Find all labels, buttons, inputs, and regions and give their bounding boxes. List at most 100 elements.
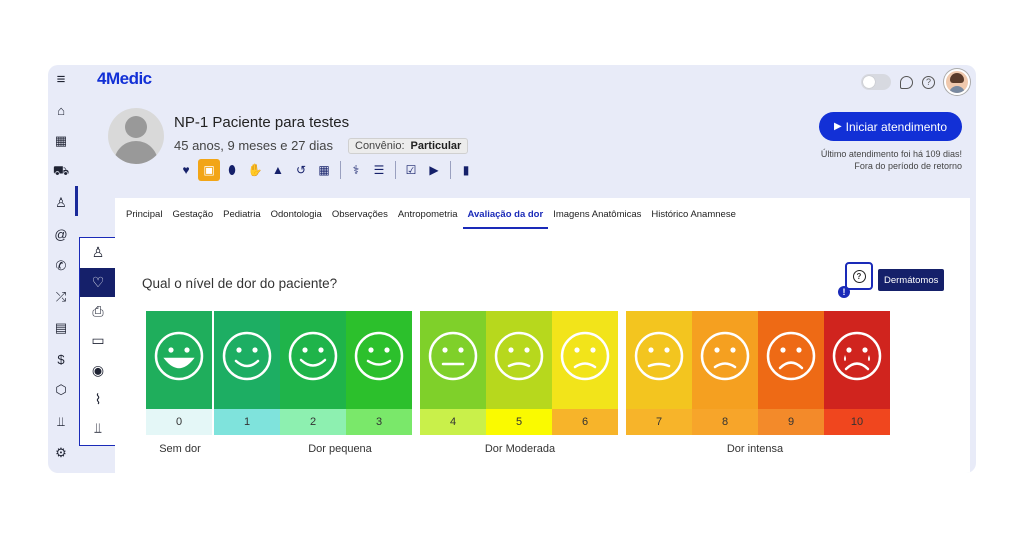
heart-icon[interactable]: ♥ bbox=[182, 163, 190, 177]
tab-item[interactable]: Avaliação da dor bbox=[462, 209, 549, 229]
pain-level-7[interactable]: 7 bbox=[626, 311, 692, 435]
pain-level-10[interactable]: 10 bbox=[824, 311, 890, 435]
toolbar-separator bbox=[340, 161, 341, 179]
face-icon bbox=[560, 331, 610, 381]
pain-level-0[interactable]: 0 bbox=[146, 311, 212, 435]
pain-level-number: 10 bbox=[824, 409, 890, 435]
pain-question: Qual o nível de dor do paciente? bbox=[142, 276, 338, 291]
face-icon bbox=[222, 331, 272, 381]
patient-toolbar: ♥ ▣ ⬮ ✋ ▲ ↺ ▦ ⚕ ☰ ☑ ▶ ▮ bbox=[175, 159, 478, 181]
phone-icon[interactable]: ✆ bbox=[55, 258, 67, 273]
history-icon[interactable]: ↺ bbox=[295, 163, 307, 177]
patient-subpanel: ♙ ♡ ⎙ ▭ ◉ ⌇ ⫫ bbox=[79, 237, 117, 446]
pain-face-box bbox=[214, 311, 280, 409]
tab-item[interactable]: Gestação bbox=[172, 209, 214, 220]
app-logo: 4Medic bbox=[97, 69, 152, 88]
category-dor-intensa: Dor intensa bbox=[726, 443, 784, 455]
cube-icon[interactable]: ⬡ bbox=[55, 382, 67, 397]
warning-icon[interactable]: ▲ bbox=[272, 163, 284, 177]
tab-item[interactable]: Histórico Anamnese bbox=[651, 209, 736, 220]
rail-active-indicator bbox=[75, 186, 78, 216]
pain-level-3[interactable]: 3 bbox=[346, 311, 412, 435]
top-right-controls: ? bbox=[861, 69, 970, 95]
user-icon[interactable]: ♙ bbox=[55, 195, 67, 210]
chart-icon[interactable]: ⫫ bbox=[57, 414, 65, 429]
menu-icon[interactable]: ≡ bbox=[56, 70, 66, 88]
pain-level-9[interactable]: 9 bbox=[758, 311, 824, 435]
pain-level-2[interactable]: 2 bbox=[280, 311, 346, 435]
convenio-badge: Convênio: Particular bbox=[348, 138, 469, 154]
calendar-check-icon[interactable]: ☑ bbox=[405, 163, 417, 177]
pain-level-5[interactable]: 5 bbox=[486, 311, 552, 435]
iniciar-atendimento-button[interactable]: ▶ Iniciar atendimento bbox=[819, 112, 962, 141]
clipboard-icon[interactable]: ▤ bbox=[54, 320, 68, 335]
patient-avatar bbox=[108, 108, 164, 164]
settings-icon[interactable]: ⚙ bbox=[55, 445, 67, 460]
sub-user-icon[interactable]: ♙ bbox=[91, 244, 105, 260]
pain-level-number: 0 bbox=[146, 409, 212, 435]
pain-face-box bbox=[626, 311, 692, 409]
iniciar-atendimento-label: Iniciar atendimento bbox=[845, 119, 948, 134]
pain-face-box bbox=[420, 311, 486, 409]
book-icon[interactable]: ▮ bbox=[462, 163, 470, 177]
help-icon[interactable]: ? bbox=[922, 75, 935, 89]
clipboard-icon[interactable]: ▣ bbox=[198, 159, 220, 181]
dermatomos-button[interactable]: Dermátomos bbox=[878, 269, 945, 291]
sub-chart-icon[interactable]: ⫫ bbox=[94, 420, 102, 436]
left-rail: ≡ ⌂ ▦ ⛟ ♙ @ ✆ ⤮ ▤ $ ⬡ ⫫ ⚙ bbox=[48, 65, 74, 473]
face-icon bbox=[832, 331, 882, 381]
sub-clip-icon[interactable]: ⌇ bbox=[94, 391, 102, 407]
pain-level-1[interactable]: 1 bbox=[214, 311, 280, 435]
patient-name: NP-1 Paciente para testes bbox=[174, 114, 350, 131]
pain-face-box bbox=[824, 311, 890, 409]
sub-print-icon[interactable]: ⎙ bbox=[92, 303, 104, 319]
app-window: ≡ ⌂ ▦ ⛟ ♙ @ ✆ ⤮ ▤ $ ⬡ ⫫ ⚙ ♙ ♡ ⎙ ▭ ◉ ⌇ ⫫ … bbox=[48, 65, 976, 473]
hand-icon[interactable]: ✋ bbox=[247, 163, 263, 177]
face-icon bbox=[700, 331, 750, 381]
pain-level-8[interactable]: 8 bbox=[692, 311, 758, 435]
home-icon[interactable]: ⌂ bbox=[57, 102, 65, 118]
sub-heart-icon[interactable]: ♡ bbox=[80, 268, 116, 297]
sub-camera-icon[interactable]: ◉ bbox=[91, 362, 105, 378]
category-dor-pequena: Dor pequena bbox=[308, 443, 372, 455]
help-circle-icon: ? bbox=[852, 269, 866, 283]
pain-level-number: 1 bbox=[214, 409, 280, 435]
face-icon bbox=[154, 331, 204, 381]
pain-face-box bbox=[146, 311, 212, 409]
sub-folder-icon[interactable]: ▭ bbox=[91, 332, 105, 348]
pill-icon[interactable]: ⬮ bbox=[228, 162, 236, 177]
tab-item[interactable]: Imagens Anatômicas bbox=[553, 209, 642, 220]
stethoscope-icon[interactable]: ⚕ bbox=[352, 163, 360, 177]
category-sem-dor: Sem dor bbox=[159, 443, 201, 455]
at-icon[interactable]: @ bbox=[54, 226, 68, 242]
chat-icon[interactable] bbox=[900, 75, 913, 89]
shuffle-icon[interactable]: ⤮ bbox=[55, 289, 67, 304]
pain-level-4[interactable]: 4 bbox=[420, 311, 486, 435]
convenio-label: Convênio: bbox=[355, 140, 405, 152]
tab-item[interactable]: Odontologia bbox=[270, 209, 322, 220]
pain-face-box bbox=[346, 311, 412, 409]
ultimo-line-1: Último atendimento foi há 109 dias! bbox=[820, 149, 962, 159]
alert-icon: ! bbox=[838, 286, 850, 298]
tab-item[interactable]: Pediatria bbox=[223, 209, 261, 220]
car-icon[interactable]: ⛟ bbox=[52, 163, 70, 178]
ultimo-atendimento-note: Último atendimento foi há 109 dias! Fora… bbox=[821, 148, 962, 172]
table-icon[interactable]: ▦ bbox=[318, 163, 330, 177]
toggle-switch[interactable] bbox=[861, 74, 891, 90]
pain-level-number: 6 bbox=[552, 409, 618, 435]
dollar-icon[interactable]: $ bbox=[57, 351, 65, 367]
category-dor-moderada: Dor Moderada bbox=[484, 443, 556, 455]
tab-item[interactable]: Observações bbox=[331, 209, 388, 220]
pain-help-button[interactable]: ? bbox=[845, 262, 873, 290]
tab-item[interactable]: Antropometria bbox=[397, 209, 458, 220]
pain-level-number: 2 bbox=[280, 409, 346, 435]
face-icon bbox=[428, 331, 478, 381]
tab-item[interactable]: Principal bbox=[126, 209, 163, 220]
user-avatar[interactable] bbox=[944, 69, 970, 95]
pain-level-6[interactable]: 6 bbox=[552, 311, 618, 435]
content-card: Principal Gestação Pediatria Odontologia Obs… bbox=[115, 198, 970, 473]
calendar-icon[interactable]: ▦ bbox=[54, 133, 68, 148]
tab-bar: Principal Gestação Pediatria Odontologia Obs… bbox=[121, 209, 741, 229]
video-icon[interactable]: ▶ bbox=[429, 163, 439, 177]
list-icon[interactable]: ☰ bbox=[373, 163, 385, 177]
